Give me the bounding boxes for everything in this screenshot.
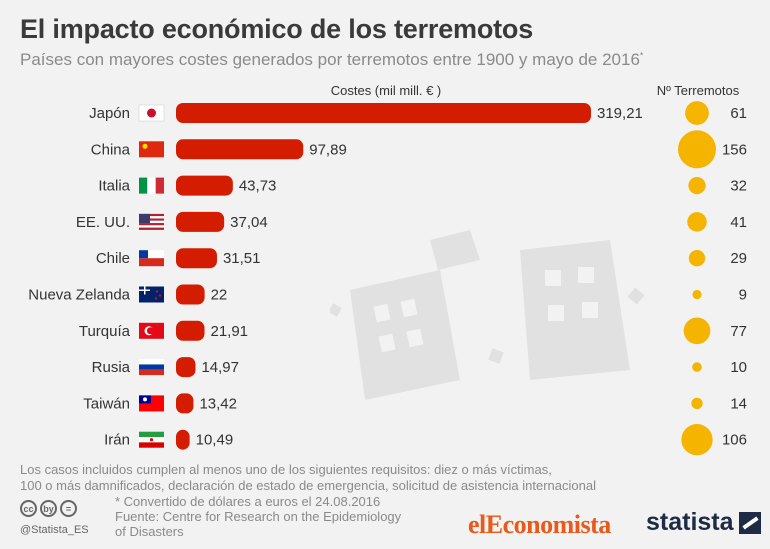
earthquake-count-label: 29 [730,250,747,267]
earthquakes-column-label: Nº Terremotos [657,83,740,98]
statista-logo[interactable]: statista [646,508,761,537]
cost-value-label: 43,73 [239,178,277,195]
earthquake-count-label: 10 [730,359,747,376]
source-line: Fuente: Centre for Research on the Epide… [115,509,402,524]
china-flag-icon [139,141,164,158]
country-label: Japón [89,105,130,122]
earthquake-count-label: 9 [739,287,747,304]
earthquake-bubble [688,176,706,195]
usa-flag-icon [139,213,164,230]
cost-bar [176,248,217,269]
statista-handle[interactable]: @Statista_ES [20,524,89,536]
country-label: Turquía [79,323,131,340]
cost-value-label: 13,42 [199,395,237,412]
earthquake-bubble [691,397,703,410]
cost-value-label: 21,91 [210,323,248,340]
earthquake-bubble [685,101,709,125]
cc-icon: cc [20,500,37,517]
conversion-note: * Convertido de dólares a euros el 24.08… [115,494,381,509]
country-label: China [91,141,131,158]
iran-flag-icon [139,431,164,448]
cost-value-label: 37,04 [230,214,268,231]
earthquake-costs-chart: Costes (mil mill. € ) Nº Terremotos Japó… [28,83,747,456]
earthquake-count-label: 32 [730,178,747,195]
earthquake-count-label: 61 [730,105,747,122]
country-label: Rusia [92,359,131,376]
country-label: Nueva Zelanda [28,287,130,304]
cost-value-label: 97,89 [309,141,347,158]
eleconomista-logo[interactable]: elEconomista [468,510,611,539]
cost-bar [176,284,205,305]
new-zealand-flag-icon [139,286,164,303]
earthquake-count-label: 41 [730,214,747,231]
earthquake-count-label: 156 [722,141,747,158]
cost-bar [176,357,196,378]
cost-bar [176,429,190,450]
creative-commons-icons[interactable]: cc by = [20,500,77,517]
italy-flag-icon [139,177,164,194]
cost-value-label: 22 [211,287,228,304]
country-label: Italia [98,178,130,195]
earthquake-count-label: 106 [722,432,747,449]
country-label: EE. UU. [76,214,130,231]
earthquake-bubble [681,424,713,456]
earthquake-bubble [678,130,716,169]
source-line-2: of Disasters [115,524,184,539]
cost-value-label: 14,97 [201,359,239,376]
turkey-flag-icon [139,322,164,339]
nd-icon: = [60,500,77,517]
country-label: Chile [96,250,130,267]
cost-value-label: 319,21 [597,105,643,122]
cost-value-label: 31,51 [223,250,261,267]
cost-bar [176,211,225,232]
by-icon: by [40,500,57,517]
earthquake-bubble [692,289,702,300]
source-block: * Convertido de dólares a euros el 24.08… [115,494,401,539]
country-label: Taiwán [83,395,130,412]
chart-title: El impacto económico de los terremotos [20,14,534,44]
earthquake-count-label: 77 [730,323,747,340]
russia-flag-icon [139,359,164,376]
chile-flag-icon [139,250,164,267]
japan-flag-icon [138,104,165,122]
cost-bar [176,139,304,160]
cost-bar [176,320,205,341]
earthquake-bubble [687,212,707,232]
costs-axis-label: Costes (mil mill. € ) [331,83,442,98]
earthquake-bubble [683,317,711,345]
collapsed-buildings-watermark-icon [330,230,645,400]
cost-value-label: 10,49 [196,432,234,449]
cost-bar [176,393,194,414]
earthquake-count-label: 14 [730,395,747,412]
taiwan-flag-icon [139,395,164,412]
country-label: Irán [104,432,130,449]
statista-mark-icon [738,511,761,534]
cost-bar [176,175,233,196]
cost-bar [176,103,591,123]
earthquake-bubble [692,362,702,372]
earthquake-bubble [688,250,706,267]
chart-subtitle: Países con mayores costes generados por … [20,50,644,69]
criteria-note: Los casos incluidos cumplen al menos uno… [20,462,596,493]
